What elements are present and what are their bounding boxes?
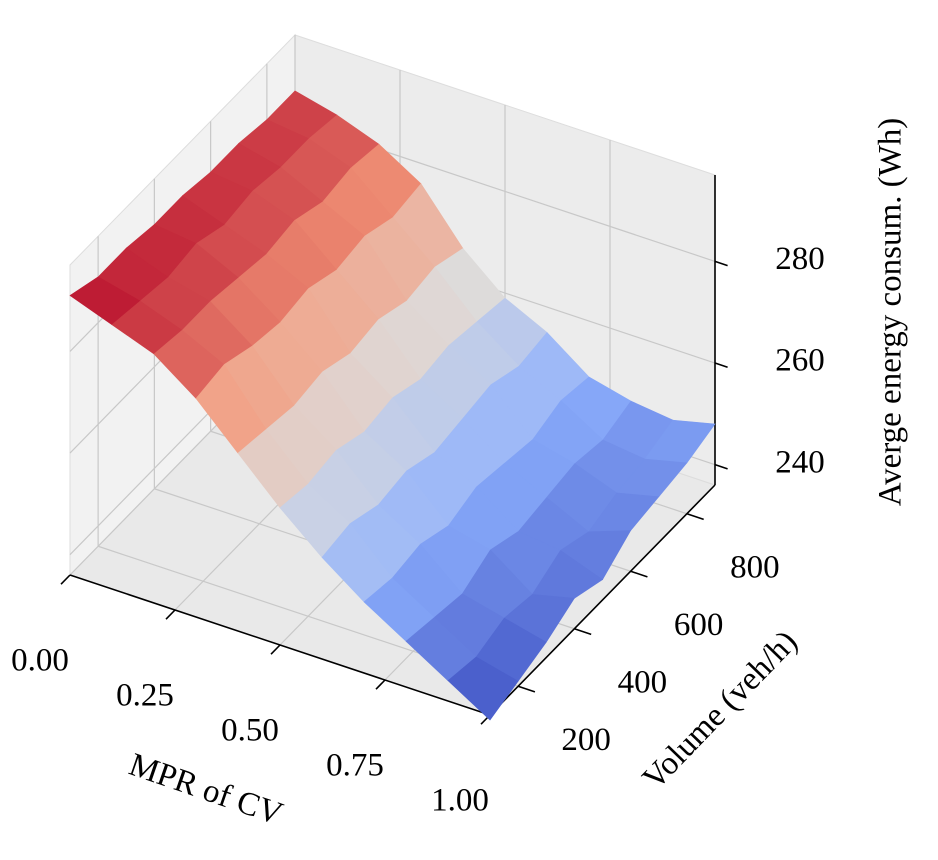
z-tick bbox=[714, 260, 728, 267]
z-tick bbox=[714, 463, 728, 470]
y-tick bbox=[517, 685, 536, 693]
y-tick bbox=[630, 570, 648, 578]
surface-cell bbox=[447, 656, 519, 721]
x-tick-label: 1.00 bbox=[431, 783, 489, 819]
y-tick bbox=[574, 627, 592, 636]
x-tick-label: 0.25 bbox=[116, 678, 174, 714]
x-tick bbox=[375, 679, 386, 690]
y-tick-label: 600 bbox=[674, 607, 724, 643]
z-tick-label: 280 bbox=[775, 241, 825, 277]
x-tick bbox=[270, 644, 281, 655]
x-tick bbox=[165, 609, 176, 620]
x-tick-label: 0.00 bbox=[11, 643, 69, 679]
z-tick bbox=[714, 362, 728, 368]
z-tick-label: 260 bbox=[775, 343, 825, 379]
z-axis-label: Averge energy consum. (Wh) bbox=[873, 118, 909, 507]
x-tick-label: 0.50 bbox=[221, 713, 279, 749]
y-tick-label: 200 bbox=[561, 722, 611, 758]
y-tick bbox=[686, 512, 704, 521]
y-tick-label: 400 bbox=[618, 664, 668, 700]
y-axis-label: Volume (veh/h) bbox=[636, 624, 805, 797]
z-tick-label: 240 bbox=[775, 444, 825, 480]
y-axis-line bbox=[489, 484, 716, 716]
x-tick bbox=[60, 574, 71, 585]
x-tick-label: 0.75 bbox=[326, 748, 384, 784]
x-axis-line bbox=[69, 574, 491, 716]
y-tick-label: 800 bbox=[730, 549, 780, 585]
x-axis-label: MPR of CV bbox=[125, 747, 288, 833]
